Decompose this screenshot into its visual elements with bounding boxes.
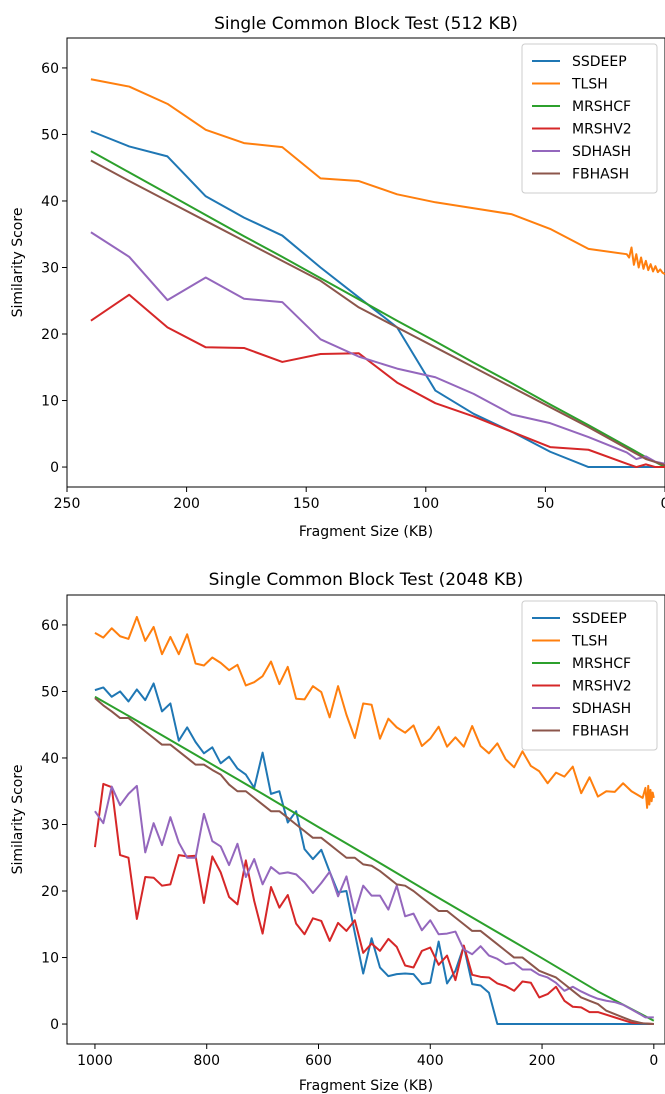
legend: SSDEEP TLSH MRSHCF MRSHV2 SDHASH FBHASH <box>521 600 658 751</box>
y-tick-label: 50 <box>41 684 59 700</box>
series-line-ssdeep <box>94 682 654 1026</box>
x-tick-label: 200 <box>173 496 200 512</box>
x-axis-label: Fragment Size (KB) <box>299 1078 433 1094</box>
x-tick-label: 200 <box>529 1053 556 1069</box>
y-tick-label: 60 <box>41 61 59 77</box>
x-axis-label: Fragment Size (KB) <box>299 524 433 540</box>
y-tick-label: 0 <box>50 1017 59 1033</box>
legend-label: FBHASH <box>572 724 629 740</box>
chart-1: Single Common Block Test (512 KB) Fragmen… <box>10 14 665 540</box>
y-tick-label: 20 <box>41 327 59 343</box>
x-tick-label: 0 <box>649 1053 658 1069</box>
legend-label: MRSHV2 <box>572 679 632 695</box>
x-tick-label: 250 <box>54 496 81 512</box>
legend-label: SSDEEP <box>572 54 627 70</box>
chart-title: Single Common Block Test (512 KB) <box>214 14 518 34</box>
series-line-mrshcf <box>94 695 655 1022</box>
y-tick-label: 20 <box>41 884 59 900</box>
plot-frame <box>66 37 665 488</box>
x-tick-label: 600 <box>305 1053 332 1069</box>
series-line-mrshv2 <box>90 293 665 469</box>
x-tick-label: 100 <box>412 496 439 512</box>
series-line-fbhash <box>94 697 654 1026</box>
series-line-tlsh <box>94 615 655 809</box>
legend-label: FBHASH <box>572 167 629 183</box>
y-tick-label: 40 <box>41 751 59 767</box>
x-tick-label: 1000 <box>77 1053 113 1069</box>
y-tick-label: 10 <box>41 951 59 967</box>
series-line-mrshv2 <box>93 782 654 1026</box>
y-axis-label: Similarity Score <box>10 208 26 318</box>
legend-label: SDHASH <box>572 701 631 717</box>
legend-label: SDHASH <box>572 144 631 160</box>
x-tick-label: 400 <box>417 1053 444 1069</box>
legend-label: MRSHCF <box>572 656 631 672</box>
x-tick-label: 0 <box>661 496 665 512</box>
series-line-ssdeep <box>90 130 665 469</box>
y-tick-label: 60 <box>41 618 59 634</box>
y-tick-label: 40 <box>41 194 59 210</box>
chart-title: Single Common Block Test (2048 KB) <box>209 570 524 590</box>
legend-box <box>521 43 658 194</box>
y-tick-label: 30 <box>41 260 59 276</box>
series-line-fbhash <box>90 159 665 467</box>
y-axis-label: Similarity Score <box>10 765 26 875</box>
y-tick-label: 10 <box>41 394 59 410</box>
legend-label: MRSHV2 <box>572 122 632 138</box>
x-tick-label: 150 <box>293 496 320 512</box>
y-tick-label: 0 <box>50 460 59 476</box>
chart-2: Single Common Block Test (2048 KB) Fragme… <box>10 570 665 1094</box>
series-line-tlsh <box>90 78 665 276</box>
legend-label: TLSH <box>571 77 608 93</box>
y-tick-label: 50 <box>41 127 59 143</box>
plot-frame <box>66 594 665 1045</box>
legend-box <box>521 600 658 751</box>
x-tick-label: 800 <box>193 1053 220 1069</box>
legend: SSDEEP TLSH MRSHCF MRSHV2 SDHASH FBHASH <box>521 43 658 194</box>
y-tick-label: 30 <box>41 817 59 833</box>
series-line-sdhash <box>90 231 665 465</box>
legend-label: TLSH <box>571 634 608 650</box>
series-line-mrshcf <box>90 150 665 468</box>
legend-label: SSDEEP <box>572 611 627 627</box>
series-line-sdhash <box>94 784 654 1019</box>
x-tick-label: 50 <box>536 496 554 512</box>
legend-label: MRSHCF <box>572 99 631 115</box>
